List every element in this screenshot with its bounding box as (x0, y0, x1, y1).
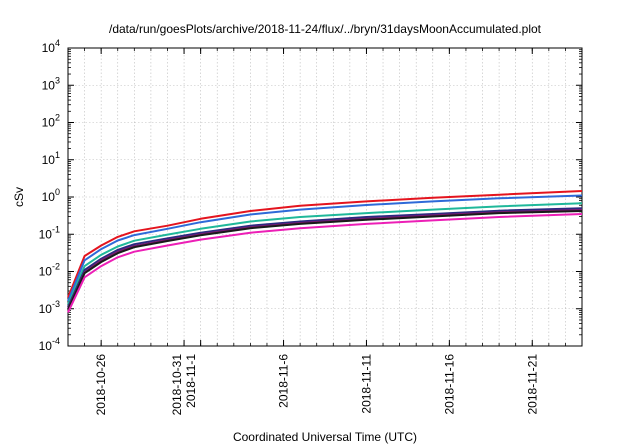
y-tick-label: 10-2 (39, 262, 60, 279)
y-tick-label: 101 (42, 150, 60, 167)
series-line-6 (67, 210, 583, 311)
tick-marks (68, 47, 582, 347)
x-tick-label: 2018-11-1 (184, 354, 198, 408)
series-line-1 (67, 190, 583, 298)
y-tick-label: 10-4 (39, 336, 60, 353)
y-tick-label: 104 (42, 38, 60, 55)
x-tick-label: 2018-11-21 (525, 354, 539, 415)
series-line-4 (67, 207, 583, 308)
x-tick-labels: 2018-10-26 2018-10-31 2018-11-1 2018-11-6 20… (94, 354, 539, 416)
y-tick-label: 100 (42, 187, 60, 204)
y-axis-title: cSv (12, 187, 26, 207)
series-line-5 (67, 208, 583, 310)
grid (68, 48, 582, 346)
x-tick-label: 2018-11-6 (277, 354, 291, 408)
y-tick-labels: 10-4 10-3 10-2 10-1 100 101 102 103 104 (39, 38, 60, 353)
y-tick-label: 10-1 (39, 224, 60, 241)
y-tick-label: 103 (42, 75, 60, 92)
series-line-7 (67, 213, 583, 313)
x-tick-label: 2018-10-26 (94, 354, 108, 416)
x-tick-label: 2018-11-16 (442, 354, 456, 415)
x-tick-label: 2018-11-11 (359, 354, 373, 414)
series-line-3 (67, 202, 583, 305)
x-axis-title: Coordinated Universal Time (UTC) (233, 430, 417, 444)
series-lines (67, 190, 583, 313)
x-tick-label: 2018-10-31 (170, 354, 184, 416)
y-tick-label: 102 (42, 113, 60, 130)
chart-title: /data/run/goesPlots/archive/2018-11-24/f… (109, 22, 542, 36)
series-line-2 (67, 194, 583, 302)
y-tick-label: 10-3 (39, 299, 60, 316)
